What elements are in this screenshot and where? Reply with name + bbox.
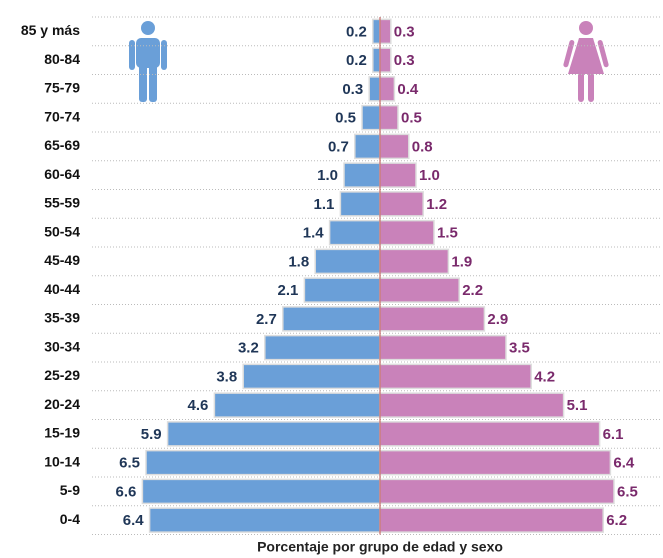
female-bar (379, 18, 392, 45)
value-label: 0.3 (394, 52, 415, 69)
female-bar (379, 363, 532, 390)
female-bar (379, 277, 460, 303)
male-bar (343, 162, 381, 188)
y-tick-label: 5-9 (60, 482, 80, 498)
value-label: 1.9 (451, 253, 472, 270)
y-tick-label: 85 y más (21, 22, 80, 38)
value-label: 0.4 (397, 81, 419, 98)
male-bar (339, 191, 381, 217)
value-label: 6.6 (116, 483, 137, 500)
female-bar (379, 334, 507, 361)
female-bar (379, 306, 486, 332)
male-bar (314, 248, 381, 275)
female-bar (379, 392, 565, 418)
value-label: 0.5 (335, 110, 356, 127)
male-bar (166, 421, 381, 447)
x-axis-label: Porcentaje por grupo de edad y sexo (257, 539, 503, 555)
male-icon (129, 21, 167, 102)
y-tick-label: 25-29 (44, 367, 80, 383)
value-label: 5.1 (567, 397, 588, 414)
male-bar (368, 76, 381, 102)
female-bar (379, 47, 392, 73)
value-label: 2.2 (462, 282, 483, 299)
female-bar (379, 133, 410, 160)
value-label: 0.3 (394, 23, 415, 40)
value-label: 1.8 (288, 253, 309, 270)
y-tick-label: 35-39 (44, 310, 80, 326)
y-tick-label: 70-74 (44, 108, 80, 124)
female-bar (379, 219, 435, 246)
value-label: 0.8 (412, 138, 433, 155)
male-bar (145, 449, 381, 476)
male-bar (372, 47, 381, 73)
value-label: 5.9 (141, 426, 162, 443)
value-label: 0.2 (346, 52, 367, 69)
male-bar (361, 104, 381, 131)
y-tick-label: 80-84 (44, 51, 80, 67)
value-label: 2.7 (256, 311, 277, 328)
value-label: 2.1 (278, 282, 299, 299)
value-label: 6.5 (119, 455, 140, 472)
value-label: 0.5 (401, 110, 422, 127)
male-bar (328, 219, 381, 246)
value-label: 1.0 (419, 167, 440, 184)
male-bar (303, 277, 381, 303)
value-label: 1.1 (314, 196, 335, 213)
y-tick-label: 60-64 (44, 166, 80, 182)
male-bar (141, 478, 381, 505)
y-tick-label: 40-44 (44, 281, 80, 297)
y-tick-label: 45-49 (44, 252, 80, 268)
value-label: 1.4 (303, 225, 325, 242)
value-label: 2.9 (487, 311, 508, 328)
value-label: 6.5 (617, 483, 638, 500)
male-bar (213, 392, 381, 418)
male-bar (282, 306, 381, 332)
female-bar (379, 104, 399, 131)
y-tick-label: 0-4 (60, 511, 80, 527)
value-label: 6.2 (606, 512, 627, 529)
male-bar (372, 18, 381, 45)
value-label: 6.4 (123, 512, 145, 529)
y-tick-label: 75-79 (44, 80, 80, 96)
female-bar (379, 421, 601, 447)
value-label: 0.2 (346, 23, 367, 40)
value-label: 6.1 (603, 426, 624, 443)
value-label: 1.0 (317, 167, 338, 184)
female-icon (563, 21, 609, 102)
female-bar (379, 191, 424, 217)
value-label: 1.5 (437, 225, 458, 242)
y-tick-label: 50-54 (44, 223, 80, 239)
y-tick-label: 15-19 (44, 425, 80, 441)
value-label: 6.4 (613, 455, 635, 472)
value-label: 1.2 (426, 196, 447, 213)
male-bar (242, 363, 381, 390)
female-bar (379, 507, 604, 533)
value-label: 0.3 (342, 81, 363, 98)
female-bar (379, 478, 615, 505)
y-tick-label: 55-59 (44, 195, 80, 211)
y-tick-label: 10-14 (44, 453, 80, 469)
female-bar (379, 76, 396, 102)
y-tick-label: 30-34 (44, 338, 80, 354)
value-label: 3.8 (216, 368, 237, 385)
female-bar (379, 248, 450, 275)
y-tick-label: 65-69 (44, 137, 80, 153)
female-bar (379, 162, 417, 188)
female-bar (379, 449, 612, 476)
value-label: 3.5 (509, 340, 530, 357)
value-label: 0.7 (328, 138, 349, 155)
male-bar (148, 507, 381, 533)
value-label: 4.6 (188, 397, 209, 414)
value-label: 4.2 (534, 368, 555, 385)
y-tick-label: 20-24 (44, 396, 80, 412)
value-label: 3.2 (238, 340, 259, 357)
male-bar (354, 133, 381, 160)
male-bar (264, 334, 381, 361)
